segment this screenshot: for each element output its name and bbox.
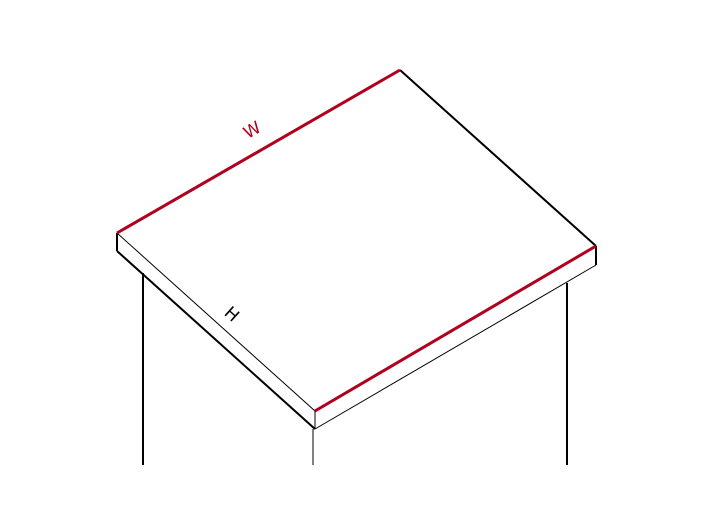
edge-bottom-right <box>314 264 597 430</box>
edge-width-back <box>116 68 401 235</box>
edge-top-left-height <box>116 232 316 412</box>
height-label: H <box>220 303 243 326</box>
edge-top-back <box>399 69 597 247</box>
edge-bottom-left <box>116 250 316 430</box>
width-label: W <box>240 118 265 144</box>
edge-width-front <box>314 244 597 413</box>
